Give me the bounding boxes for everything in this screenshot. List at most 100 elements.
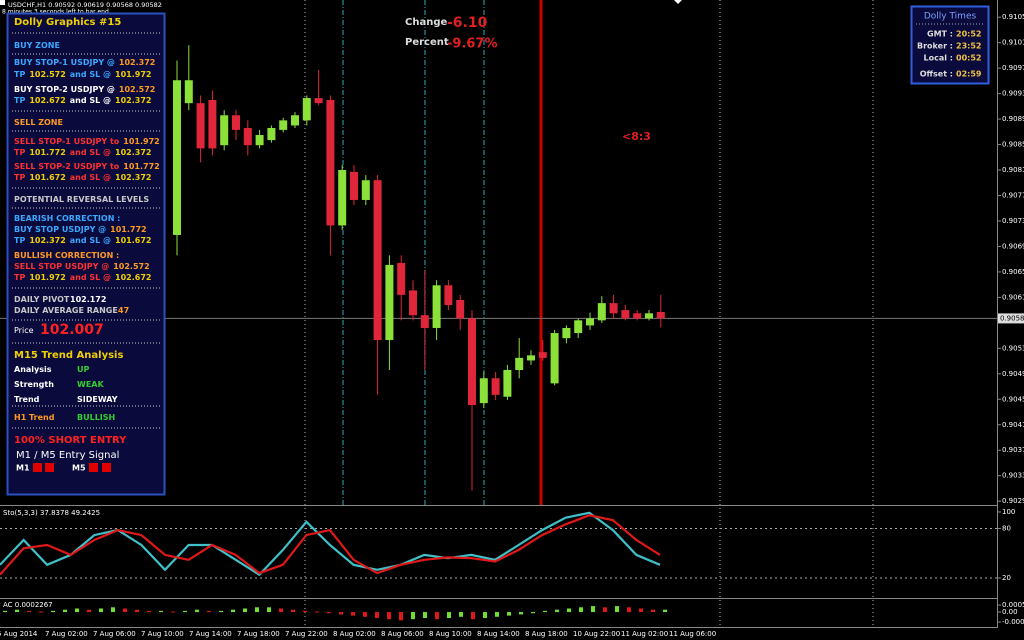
panel-segment: TP bbox=[14, 70, 25, 79]
panel-line: BUY STOP USDJPY @ 101.772 bbox=[14, 225, 147, 234]
price-tick-label: 0.90335 bbox=[1002, 472, 1024, 480]
panel-segment: TP bbox=[14, 236, 25, 245]
price-tick-label: 0.90295 bbox=[1002, 497, 1024, 505]
panel-line: POTENTIAL REVERSAL LEVELS bbox=[14, 195, 149, 204]
time-label: 7 Aug 02:00 bbox=[45, 630, 88, 638]
candle-body bbox=[350, 171, 358, 200]
candle-body bbox=[633, 313, 642, 319]
candle-body bbox=[562, 327, 571, 339]
time-value: 02:59 bbox=[956, 70, 982, 79]
ac-bar bbox=[315, 611, 319, 613]
panel-line: BUY ZONE bbox=[14, 41, 60, 50]
panel-segment: DAILY PIVOT bbox=[14, 295, 70, 304]
panel-segment: SELL STOP-1 USDJPY to bbox=[14, 137, 120, 146]
panel-line: H1 Trend BULLISH bbox=[14, 413, 115, 422]
ac-bar bbox=[147, 610, 151, 613]
price-tick-label: 0.90415 bbox=[1002, 421, 1024, 429]
candle-body bbox=[586, 318, 594, 326]
panel-segment: 101.772 bbox=[123, 162, 159, 171]
candle-body bbox=[196, 103, 205, 149]
panel-line: TP 101.972 and SL @ 102.672 bbox=[14, 273, 151, 282]
ac-bar bbox=[603, 607, 607, 613]
panel-segment: and SL @ bbox=[70, 70, 111, 79]
panel-segment: Strength bbox=[14, 380, 54, 389]
panel-segment: TP bbox=[14, 96, 25, 105]
time-label: 7 Aug 10:00 bbox=[141, 630, 184, 638]
ac-bar bbox=[459, 612, 463, 617]
candle-body bbox=[409, 290, 417, 316]
candle-body bbox=[574, 320, 583, 334]
panel-segment: TP bbox=[14, 173, 25, 182]
candle-body bbox=[267, 128, 276, 141]
price-tick-label: 0.90375 bbox=[1002, 446, 1024, 454]
candle-body bbox=[338, 170, 347, 226]
tick-label: 0.00059 bbox=[1002, 601, 1024, 609]
panel-line: 100% SHORT ENTRY bbox=[14, 435, 127, 446]
candle-body bbox=[491, 378, 500, 395]
candle-body bbox=[432, 285, 441, 328]
candle-body bbox=[456, 299, 465, 319]
price-tick-label: 0.91055 bbox=[1002, 13, 1024, 21]
panel-segment: 101.972 bbox=[115, 70, 151, 79]
candle-body bbox=[232, 115, 240, 130]
panel-segment: SELL STOP-2 USDJPY to bbox=[14, 162, 120, 171]
panel-segment: M1 / M5 Entry Signal bbox=[16, 450, 119, 461]
percent-value: -9.67% bbox=[447, 37, 498, 52]
signal-square bbox=[45, 463, 54, 472]
panel-segment: 102.372 bbox=[115, 96, 151, 105]
candle-body bbox=[479, 378, 488, 404]
box-frame bbox=[910, 5, 990, 85]
panel-segment: 100% SHORT ENTRY bbox=[14, 435, 127, 446]
window-icon bbox=[0, 0, 5, 5]
time-value: 20:52 bbox=[956, 30, 981, 39]
price-tick-label: 0.90855 bbox=[1002, 141, 1024, 149]
panel-segment: BUY STOP USDJPY @ bbox=[14, 225, 106, 234]
candle-body bbox=[184, 80, 193, 104]
ac-bar bbox=[39, 611, 43, 613]
panel-segment: and SL @ bbox=[70, 273, 111, 282]
panel-line: M15 Trend Analysis bbox=[14, 350, 123, 361]
panel-segment: 101.672 bbox=[29, 173, 65, 182]
ac-bar bbox=[351, 612, 355, 616]
box-title: Dolly Times bbox=[924, 12, 977, 22]
time-label: 7 Aug 18:00 bbox=[237, 630, 280, 638]
info-panel: Dolly Graphics #15 BUY ZONE BUY STOP-1 USD… bbox=[6, 12, 166, 496]
panel-line: TP 101.672 and SL @ 102.372 bbox=[14, 173, 151, 182]
ac-bar bbox=[111, 607, 115, 613]
time-label: 7 Aug 14:00 bbox=[189, 630, 232, 638]
panel-segment: 102.007 bbox=[40, 322, 104, 338]
ac-bar bbox=[51, 610, 55, 613]
price-tick-label: 0.90615 bbox=[1002, 293, 1024, 301]
ac-bar bbox=[159, 610, 163, 613]
panel-line: SELL STOP-2 USDJPY to 101.772 bbox=[14, 162, 160, 171]
ac-bar bbox=[579, 607, 583, 613]
panel-segment: 47 bbox=[118, 306, 129, 315]
panel-segment: BUY ZONE bbox=[14, 41, 60, 50]
ac-bar bbox=[231, 609, 235, 613]
ac-bar bbox=[411, 612, 415, 620]
panel-line: TP 102.672 and SL @ 102.372 bbox=[14, 96, 151, 105]
candle-body bbox=[420, 315, 429, 328]
panel-segment: and SL @ bbox=[70, 148, 111, 157]
panel-segment: and SL @ bbox=[70, 236, 111, 245]
ac-bar bbox=[543, 610, 547, 613]
candle-body bbox=[515, 357, 524, 370]
signal-square bbox=[102, 463, 111, 472]
ac-bar bbox=[423, 612, 427, 618]
ac-bar bbox=[63, 609, 67, 613]
ac-bar bbox=[627, 607, 631, 613]
ac-bar bbox=[123, 608, 127, 613]
panel-line: SELL ZONE bbox=[14, 118, 63, 127]
panel-segment: BULLISH CORRECTION : bbox=[14, 251, 119, 260]
panel-line: BUY STOP-1 USDJPY @ 102.372 bbox=[14, 58, 155, 67]
panel-segment: Trend bbox=[14, 395, 40, 404]
ac-bar bbox=[219, 610, 223, 613]
ac-bar bbox=[243, 608, 247, 613]
time-label: Local : bbox=[924, 54, 953, 63]
candle-body bbox=[243, 128, 252, 146]
ac-bar bbox=[255, 607, 259, 613]
time-label: 8 Aug 02:00 bbox=[333, 630, 376, 638]
tick-label: 20 bbox=[1002, 574, 1011, 582]
panel-segment: 101.772 bbox=[110, 225, 146, 234]
candle-body bbox=[326, 99, 335, 226]
